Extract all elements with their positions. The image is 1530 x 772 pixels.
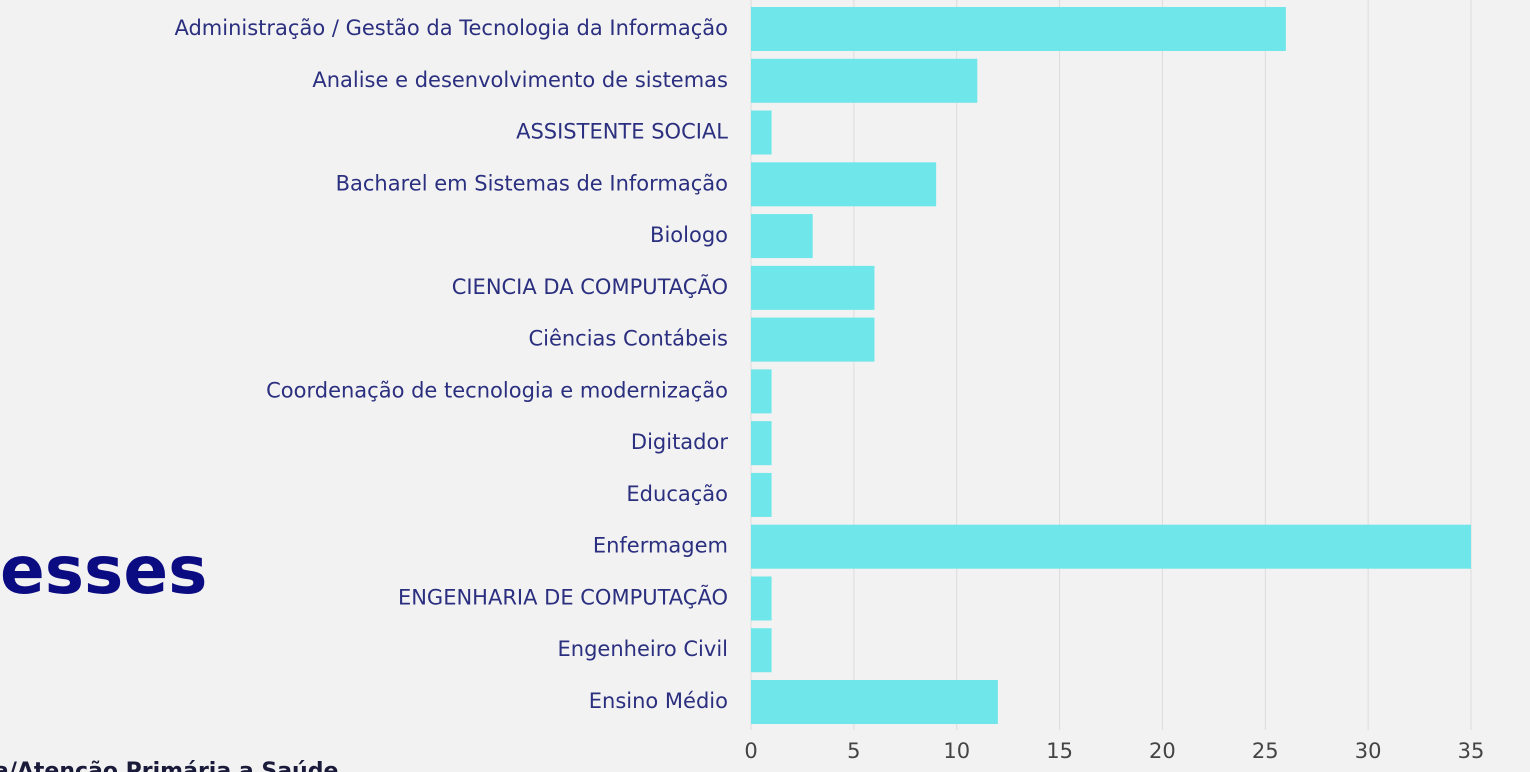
bar bbox=[751, 369, 772, 414]
bar bbox=[751, 628, 772, 673]
bar bbox=[751, 576, 772, 621]
x-tick-label: 30 bbox=[1355, 739, 1382, 763]
bar bbox=[751, 214, 813, 259]
y-tick-label: Ciências Contábeis bbox=[528, 327, 728, 351]
overlay-caption: a/Atenção Primária a Saúde bbox=[0, 759, 338, 772]
x-tick-label: 0 bbox=[744, 739, 757, 763]
y-tick-label: ASSISTENTE SOCIAL bbox=[516, 120, 728, 144]
y-tick-label: Engenheiro Civil bbox=[558, 637, 729, 661]
y-tick-label: Coordenação de tecnologia e modernização bbox=[266, 378, 728, 402]
bar bbox=[751, 7, 1286, 51]
bar bbox=[751, 680, 998, 725]
y-tick-label: CIENCIA DA COMPUTAÇÃO bbox=[452, 273, 728, 299]
x-tick-label: 35 bbox=[1458, 739, 1485, 763]
bar bbox=[751, 58, 978, 103]
bar bbox=[751, 421, 772, 466]
y-tick-label: Administração / Gestão da Tecnologia da … bbox=[174, 16, 728, 40]
bar bbox=[751, 472, 772, 517]
x-tick-label: 20 bbox=[1149, 739, 1176, 763]
y-tick-label: Bacharel em Sistemas de Informação bbox=[336, 171, 728, 195]
bar bbox=[751, 110, 772, 155]
bar bbox=[751, 265, 875, 310]
x-tick-label: 15 bbox=[1046, 739, 1073, 763]
x-tick-label: 5 bbox=[847, 739, 860, 763]
bar bbox=[751, 524, 1471, 569]
bar bbox=[751, 317, 875, 362]
bar bbox=[751, 162, 937, 207]
x-tick-label: 25 bbox=[1252, 739, 1279, 763]
y-tick-label: Analise e desenvolvimento de sistemas bbox=[312, 68, 728, 92]
x-tick-label: 10 bbox=[943, 739, 970, 763]
y-tick-label: Biologo bbox=[650, 223, 728, 247]
overlay-heading: esses bbox=[0, 532, 207, 609]
y-tick-label: Digitador bbox=[631, 430, 728, 454]
y-tick-label: ENGENHARIA DE COMPUTAÇÃO bbox=[398, 583, 728, 609]
y-tick-label: Ensino Médio bbox=[589, 689, 728, 713]
y-tick-label: Educação bbox=[626, 482, 728, 506]
y-tick-label: Enfermagem bbox=[593, 534, 728, 558]
